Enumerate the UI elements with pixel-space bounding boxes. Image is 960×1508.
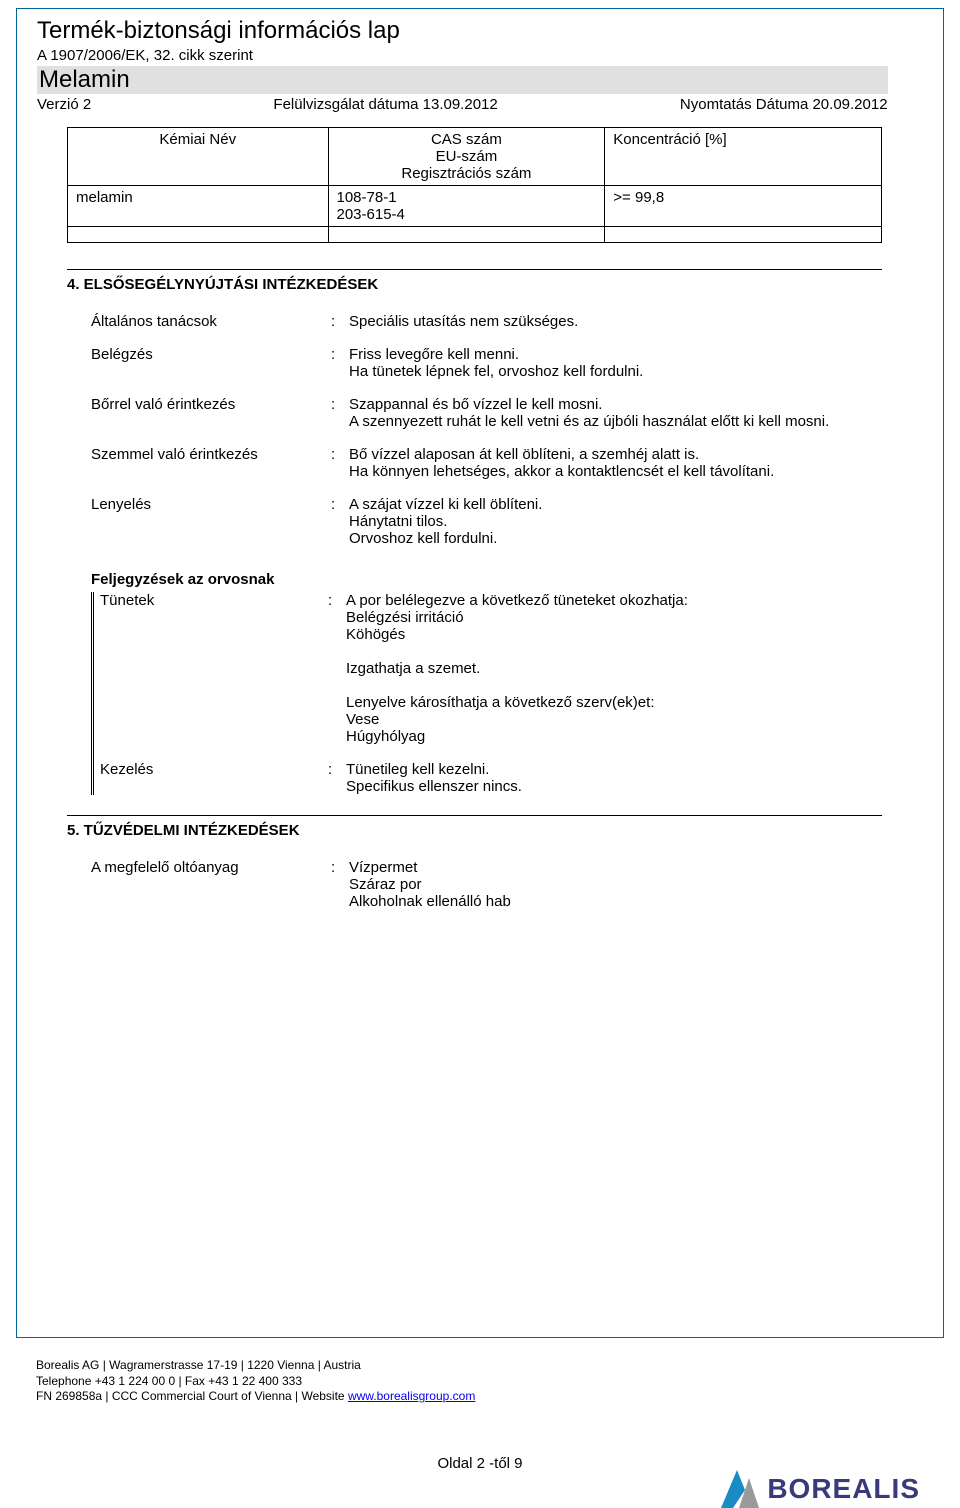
- th-cas: CAS szám EU-szám Regisztrációs szám: [328, 128, 605, 186]
- section4-block: Általános tanácsok : Speciális utasítás …: [91, 313, 923, 547]
- print-date: Nyomtatás Dátuma 20.09.2012: [680, 96, 888, 113]
- th-name: Kémiai Név: [68, 128, 329, 186]
- table-row-empty: [68, 227, 882, 243]
- kv-label: A megfelelő oltóanyag: [91, 859, 331, 910]
- revision-date: Felülvizsgálat dátuma 13.09.2012: [273, 96, 497, 113]
- colon: :: [331, 396, 349, 430]
- colon: :: [328, 592, 346, 745]
- section5-heading: 5. TŰZVÉDELMI INTÉZKEDÉSEK: [67, 822, 923, 839]
- td-cas: 108-78-1 203-615-4: [328, 186, 605, 227]
- kv-label: Bőrrel való érintkezés: [91, 396, 331, 430]
- kv-label: Szemmel való érintkezés: [91, 446, 331, 480]
- footer-line3-pre: FN 269858a | CCC Commercial Court of Vie…: [36, 1389, 348, 1403]
- kv-row: Bőrrel való érintkezés : Szappannal és b…: [91, 396, 923, 430]
- td-conc: >= 99,8: [605, 186, 882, 227]
- section-divider: [67, 269, 882, 270]
- kv-value: Friss levegőre kell menni. Ha tünetek lé…: [349, 346, 923, 380]
- kv-row: A megfelelő oltóanyag : Vízpermet Száraz…: [91, 859, 923, 910]
- colon: :: [331, 346, 349, 380]
- product-name: Melamin: [37, 66, 888, 94]
- kv-value: Vízpermet Száraz por Alkoholnak ellenáll…: [349, 859, 923, 910]
- colon: :: [331, 446, 349, 480]
- kv-value: Bő vízzel alaposan át kell öblíteni, a s…: [349, 446, 923, 480]
- kv-label: Belégzés: [91, 346, 331, 380]
- section4-heading: 4. ELSŐSEGÉLYNYÚJTÁSI INTÉZKEDÉSEK: [67, 276, 923, 293]
- logo-mark-icon: [721, 1470, 759, 1508]
- notes-value: Tünetileg kell kezelni. Specifikus ellen…: [346, 761, 923, 795]
- notes-row: Kezelés : Tünetileg kell kezelni. Specif…: [100, 761, 923, 795]
- kv-row: Belégzés : Friss levegőre kell menni. Ha…: [91, 346, 923, 380]
- kv-row: Szemmel való érintkezés : Bő vízzel alap…: [91, 446, 923, 480]
- kv-value: Speciális utasítás nem szükséges.: [349, 313, 923, 330]
- below-frame: Borealis AG | Wagramerstrasse 17-19 | 12…: [0, 1358, 960, 1448]
- logo-text: BOREALIS: [767, 1473, 920, 1505]
- table-header-row: Kémiai Név CAS szám EU-szám Regisztráció…: [68, 128, 882, 186]
- notes-value: A por belélegezve a következő tüneteket …: [346, 592, 923, 745]
- th-conc: Koncentráció [%]: [605, 128, 882, 186]
- kv-value: A szájat vízzel ki kell öblíteni. Hányta…: [349, 496, 923, 547]
- chemical-table: Kémiai Név CAS szám EU-szám Regisztráció…: [67, 127, 882, 243]
- kv-row: Általános tanácsok : Speciális utasítás …: [91, 313, 923, 330]
- section-divider: [67, 815, 882, 816]
- colon: :: [331, 313, 349, 330]
- notes-block: Tünetek : A por belélegezve a következő …: [91, 592, 923, 795]
- footer-line2: Telephone +43 1 224 00 0 | Fax +43 1 22 …: [36, 1374, 960, 1390]
- notes-row: Tünetek : A por belélegezve a következő …: [100, 592, 923, 745]
- colon: :: [331, 859, 349, 910]
- page-frame: Termék-biztonsági információs lap A 1907…: [16, 8, 944, 1338]
- colon: :: [331, 496, 349, 547]
- doc-title: Termék-biztonsági információs lap: [37, 17, 923, 45]
- section5-block: A megfelelő oltóanyag : Vízpermet Száraz…: [91, 859, 923, 910]
- colon: :: [328, 761, 346, 795]
- td-name: melamin: [68, 186, 329, 227]
- kv-row: Lenyelés : A szájat vízzel ki kell öblít…: [91, 496, 923, 547]
- kv-label: Lenyelés: [91, 496, 331, 547]
- doc-regulation: A 1907/2006/EK, 32. cikk szerint: [37, 47, 923, 64]
- notes-label: Tünetek: [100, 592, 328, 745]
- notes-heading: Feljegyzések az orvosnak: [91, 571, 923, 588]
- footer: Borealis AG | Wagramerstrasse 17-19 | 12…: [36, 1358, 960, 1405]
- notes-label: Kezelés: [100, 761, 328, 795]
- version-label: Verzió 2: [37, 96, 91, 113]
- logo: BOREALIS: [721, 1470, 920, 1508]
- footer-website-link[interactable]: www.borealisgroup.com: [348, 1389, 475, 1403]
- footer-line1: Borealis AG | Wagramerstrasse 17-19 | 12…: [36, 1358, 960, 1374]
- kv-value: Szappannal és bő vízzel le kell mosni. A…: [349, 396, 923, 430]
- version-row: Verzió 2 Felülvizsgálat dátuma 13.09.201…: [37, 96, 888, 113]
- kv-label: Általános tanácsok: [91, 313, 331, 330]
- table-row: melamin 108-78-1 203-615-4 >= 99,8: [68, 186, 882, 227]
- footer-line3: FN 269858a | CCC Commercial Court of Vie…: [36, 1389, 960, 1405]
